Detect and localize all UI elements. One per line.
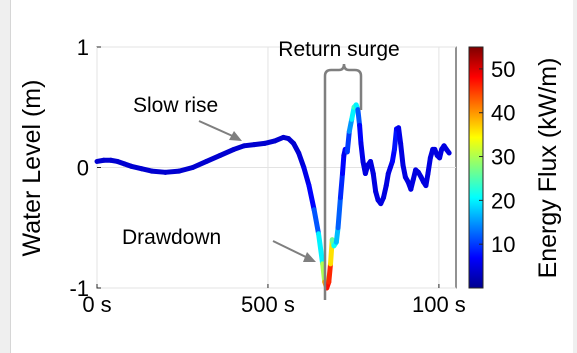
series-0-segment-46 (358, 140, 366, 164)
return-surge-bracket (323, 63, 363, 300)
series-0-segment-44 (355, 107, 363, 128)
series-0-segment-36 (339, 152, 347, 177)
slow-rise-arrow-line (198, 120, 238, 139)
annotation-return-surge: Return surge (278, 38, 400, 300)
series-0-segment-39 (344, 128, 352, 155)
drawdown-arrowhead (303, 252, 316, 262)
series-0-segment-29 (326, 261, 334, 285)
right-window-strip (573, 0, 577, 353)
series-0-segment-74 (425, 155, 433, 177)
series-0-segment-22 (301, 165, 312, 189)
series-0-segment-23 (306, 183, 317, 213)
series-0-segment-82 (443, 146, 452, 156)
series-0-segment-25 (316, 231, 326, 267)
axis-ticks: 0 s 500 s 100 s -1 0 1 (69, 35, 465, 317)
series-0-segment-21 (296, 150, 307, 170)
grid-layer (96, 46, 456, 289)
y-tick-label-0: -1 (69, 276, 89, 301)
y-axis-label: Water Level (m) (18, 80, 46, 257)
x-tick-label-0: 0 s (82, 292, 111, 317)
annotation-drawdown-text: Drawdown (122, 226, 221, 249)
colorbar-ticks: 10 20 30 40 50 (479, 57, 515, 257)
series-0-segment-24 (311, 207, 322, 237)
annotation-return-surge-text: Return surge (278, 38, 399, 61)
y-tick-label-1: 0 (77, 156, 89, 181)
slow-rise-arrowhead (229, 131, 242, 141)
series-0-segment-60 (391, 126, 400, 152)
colorbar (468, 46, 484, 289)
colorbar-tick-label-0: 10 (491, 232, 515, 257)
x-tick-label-1: 500 s (241, 292, 295, 317)
drawdown-arrow-line (272, 240, 311, 260)
left-window-strip (0, 0, 11, 353)
y-tick-label-2: 1 (77, 35, 89, 60)
colorbar-tick-label-4: 50 (491, 57, 515, 82)
series-0-segment-63 (398, 140, 406, 168)
annotation-slow-rise: Slow rise (133, 94, 242, 141)
x-tick-label-2: 100 s (412, 292, 466, 317)
colorbar-tick-label-3: 40 (491, 101, 515, 126)
colorbar-tick-label-1: 20 (491, 188, 515, 213)
series-0-segment-62 (396, 125, 404, 146)
colorbar-label: Energy Flux (kW/m) (534, 58, 562, 279)
annotation-drawdown: Drawdown (122, 226, 316, 262)
series-0-segment-35 (337, 171, 345, 201)
series-0-segment-34 (335, 195, 343, 231)
annotation-slow-rise-text: Slow rise (133, 94, 218, 117)
series-0-segment-51 (370, 171, 379, 195)
series-0-segment-45 (357, 122, 364, 146)
colorbar-tick-label-2: 30 (491, 145, 515, 170)
